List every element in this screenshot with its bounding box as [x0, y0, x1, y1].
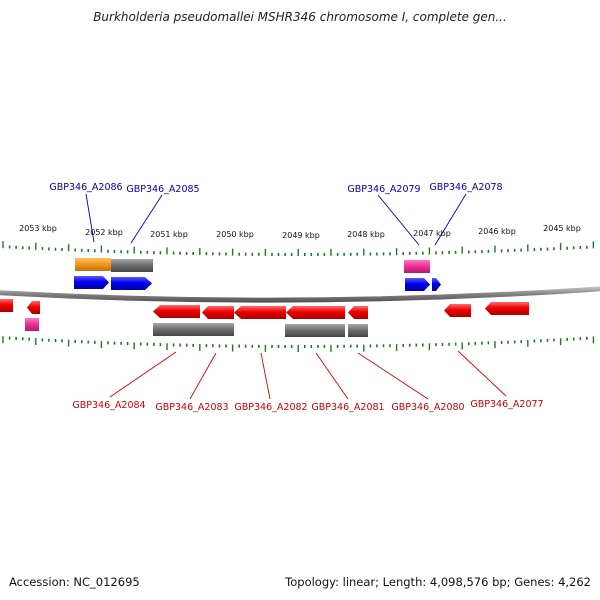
reverse-gene-arrow[interactable] — [153, 305, 200, 318]
scale-labels: 2053 kbp 2052 kbp 2051 kbp 2050 kbp 2049… — [19, 224, 581, 240]
scale-label: 2051 kbp — [150, 230, 188, 239]
forward-gene-arrow[interactable] — [432, 278, 441, 291]
scale-label: 2046 kbp — [478, 227, 516, 236]
leader-line — [85, 193, 95, 243]
leader-line — [457, 350, 507, 397]
leader-line — [315, 352, 349, 400]
pink-feature[interactable] — [404, 260, 430, 273]
reverse-gene-arrow[interactable] — [202, 306, 234, 319]
cds-feature[interactable] — [153, 323, 234, 336]
chromosome-backbone — [0, 286, 600, 303]
gene-label[interactable]: GBP346_A2084 — [72, 400, 145, 411]
scale-ticks-bottom — [2, 336, 595, 352]
leader-line — [357, 352, 429, 400]
gene-label[interactable]: GBP346_A2077 — [470, 399, 543, 410]
leader-line — [377, 194, 420, 246]
gene-label[interactable]: GBP346_A2086 — [49, 182, 122, 193]
scale-label: 2052 kbp — [85, 228, 123, 237]
reverse-gene-arrow[interactable] — [286, 306, 345, 319]
scale-label: 2050 kbp — [216, 230, 254, 239]
cds-feature[interactable] — [285, 324, 345, 337]
leader-line — [189, 352, 217, 400]
reverse-gene-arrow[interactable] — [234, 306, 286, 319]
reverse-gene-arrow[interactable] — [0, 299, 13, 312]
map-title: Burkholderia pseudomallei MSHR346 chromo… — [93, 10, 507, 24]
forward-gene-arrow[interactable] — [111, 277, 152, 290]
scale-label: 2049 kbp — [282, 231, 320, 240]
gene-label[interactable]: GBP346_A2080 — [391, 402, 464, 413]
reverse-gene-arrow[interactable] — [485, 302, 529, 315]
scale-label: 2053 kbp — [19, 224, 57, 233]
forward-strand — [74, 258, 441, 291]
topology-text: Topology: linear; Length: 4,098,576 bp; … — [285, 575, 591, 589]
reverse-gene-arrow[interactable] — [444, 304, 471, 317]
gene-label[interactable]: GBP346_A2081 — [311, 402, 384, 413]
leader-line — [434, 193, 467, 246]
leader-line — [109, 351, 177, 398]
forward-label-leaders — [85, 193, 467, 246]
accession-text: Accession: NC_012695 — [9, 575, 140, 589]
scale-label: 2045 kbp — [543, 224, 581, 233]
forward-gene-arrow[interactable] — [74, 276, 109, 289]
reverse-label-leaders — [109, 350, 507, 400]
reverse-gene-arrow[interactable] — [27, 301, 40, 314]
gene-label[interactable]: GBP346_A2082 — [234, 402, 307, 413]
gene-label[interactable]: GBP346_A2083 — [155, 402, 228, 413]
cds-feature[interactable] — [348, 324, 368, 337]
pink-feature[interactable] — [25, 318, 39, 331]
scale-label: 2048 kbp — [347, 230, 385, 239]
reverse-gene-arrow[interactable] — [348, 306, 368, 319]
leader-line — [130, 194, 163, 244]
gene-label[interactable]: GBP346_A2085 — [126, 184, 199, 195]
reverse-strand — [0, 299, 529, 337]
scale-ticks-top — [2, 241, 595, 256]
gene-label[interactable]: GBP346_A2078 — [429, 182, 502, 193]
gene-label[interactable]: GBP346_A2079 — [347, 184, 420, 195]
leader-line — [260, 352, 271, 400]
scale-label: 2047 kbp — [413, 229, 451, 238]
reverse-gene-labels: GBP346_A2084 GBP346_A2083 GBP346_A2082 G… — [72, 399, 543, 413]
cds-feature[interactable] — [111, 259, 153, 272]
forward-gene-arrow[interactable] — [405, 278, 430, 291]
orange-feature[interactable] — [75, 258, 111, 271]
forward-gene-labels: GBP346_A2086 GBP346_A2085 GBP346_A2079 G… — [49, 182, 502, 195]
